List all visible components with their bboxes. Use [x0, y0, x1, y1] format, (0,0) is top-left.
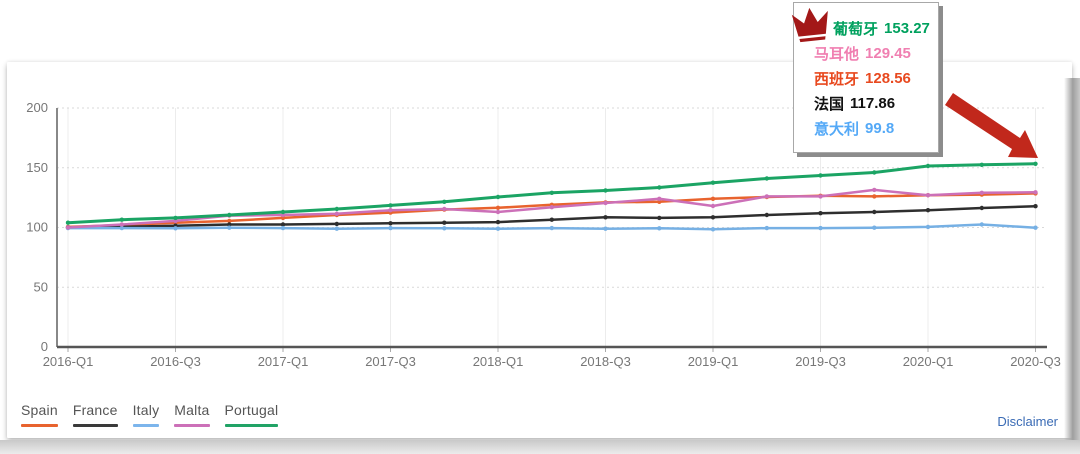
legend-label: Malta — [174, 402, 210, 418]
tooltip-row-malta: 马耳他 129.45 — [794, 41, 938, 66]
crown-icon — [791, 7, 828, 43]
ranking-tooltip: 葡萄牙 153.27 马耳他 129.45 西班牙 128.56 法国 117.… — [791, 2, 939, 153]
tooltip-value: 153.27 — [884, 20, 930, 37]
legend-label: Spain — [21, 402, 58, 418]
tooltip-country: 意大利 — [814, 121, 860, 138]
legend-label: France — [72, 402, 118, 418]
legend-color-line — [72, 424, 118, 427]
legend-label: Portugal — [224, 402, 279, 418]
screenshot-right-edge — [1064, 78, 1080, 454]
tooltip-row-portugal: 葡萄牙 153.27 — [794, 16, 938, 41]
tooltip-value: 129.45 — [865, 45, 911, 62]
tooltip-country: 马耳他 — [814, 46, 860, 63]
tooltip-value: 99.8 — [865, 120, 895, 137]
legend-label: Italy — [132, 402, 160, 418]
tooltip-value: 128.56 — [865, 70, 911, 87]
screenshot-bottom-edge — [0, 440, 1080, 454]
tooltip-value: 117.86 — [850, 95, 896, 112]
legend-item-italy[interactable]: Italy — [132, 402, 160, 427]
legend-color-line — [174, 424, 210, 427]
legend-item-france[interactable]: France — [72, 402, 118, 427]
tooltip-row-italy: 意大利 99.8 — [794, 116, 938, 141]
chart-legend: Spain France Italy Malta Portugal — [21, 402, 279, 427]
legend-color-line — [132, 424, 160, 427]
disclaimer-link[interactable]: Disclaimer — [997, 414, 1058, 429]
legend-color-line — [224, 424, 279, 427]
tooltip-row-spain: 西班牙 128.56 — [794, 66, 938, 91]
tooltip-country: 西班牙 — [814, 71, 860, 88]
legend-item-portugal[interactable]: Portugal — [224, 402, 279, 427]
legend-item-malta[interactable]: Malta — [174, 402, 210, 427]
tooltip-country: 葡萄牙 — [833, 21, 879, 38]
legend-item-spain[interactable]: Spain — [21, 402, 58, 427]
tooltip-row-france: 法国 117.86 — [794, 91, 938, 116]
legend-color-line — [21, 424, 58, 427]
tooltip-country: 法国 — [814, 96, 845, 113]
